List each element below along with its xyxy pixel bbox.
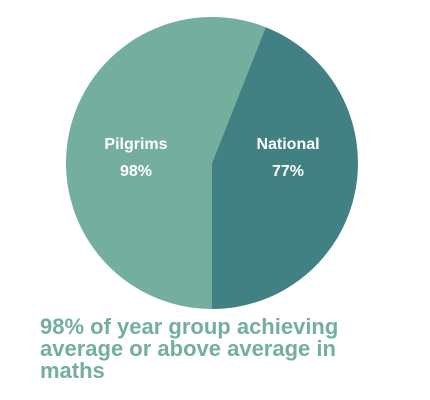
data-label: 98%: [120, 163, 152, 180]
pie-slice: [66, 17, 266, 309]
slice-label: National: [256, 136, 319, 153]
chart-title: 98% of year group achieving average or a…: [40, 314, 339, 383]
data-label: 77%: [272, 163, 304, 180]
pie-slice: [212, 27, 359, 310]
chart: Pilgrims 98% National 77%: [66, 17, 359, 310]
slice-label: Pilgrims: [104, 136, 167, 153]
